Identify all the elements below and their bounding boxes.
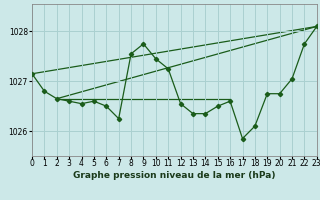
X-axis label: Graphe pression niveau de la mer (hPa): Graphe pression niveau de la mer (hPa): [73, 171, 276, 180]
